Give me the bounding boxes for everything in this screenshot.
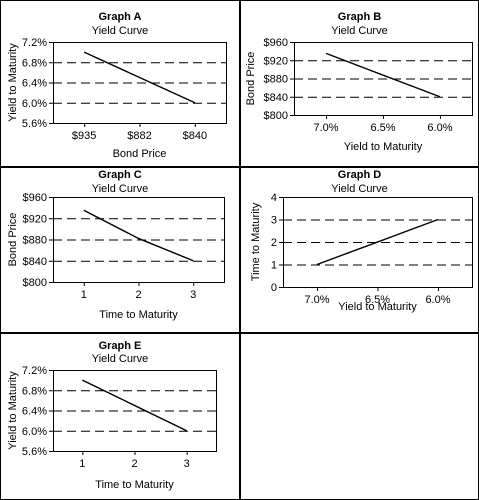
x-tick-label: $882 [127, 130, 151, 142]
x-tick-label: 1 [79, 458, 85, 470]
graph-title: Graph D [338, 169, 381, 181]
yield-curve-line [316, 218, 439, 266]
yield-curve-line [83, 209, 194, 262]
x-axis-label: Yield to Maturity [344, 141, 423, 153]
y-tick-label: 6.8% [22, 385, 47, 397]
y-tick-label: 0 [271, 282, 277, 294]
panel-frame-1 [0, 0, 240, 167]
y-axis-label: Bond Price [245, 52, 257, 106]
x-tick-label: 6.5% [365, 294, 390, 306]
y-tick-label: $880 [23, 235, 47, 247]
y-tick-label: $960 [23, 192, 47, 204]
y-axis-label: Bond Price [7, 213, 19, 267]
y-tick-label: $920 [264, 55, 288, 67]
y-tick-label: $800 [23, 277, 47, 289]
x-tick-label: 7.0% [314, 122, 339, 134]
y-tick-label: 6.4% [22, 78, 47, 90]
y-tick-label: 5.6% [22, 118, 47, 130]
graph-subtitle: Yield Curve [331, 25, 387, 37]
y-axis-label: Time to Maturity [250, 202, 262, 281]
yield-curve-line [82, 379, 187, 432]
graph-title: Graph C [98, 169, 141, 181]
yield-curve-line [325, 52, 441, 98]
y-tick-label: 7.2% [22, 37, 47, 49]
x-tick-label: 6.0% [425, 294, 450, 306]
graph-title: Graph B [338, 11, 381, 23]
x-tick-label: 2 [131, 458, 137, 470]
y-tick-label: 6.4% [22, 406, 47, 418]
y-tick-label: 1 [271, 260, 277, 272]
x-tick-label: 1 [81, 289, 87, 301]
graph-title: Graph A [99, 11, 142, 23]
x-tick-label: $840 [183, 130, 207, 142]
y-tick-label: 4 [271, 192, 277, 204]
y-tick-label: $800 [264, 110, 288, 122]
x-tick-label: 3 [190, 289, 196, 301]
y-tick-label: 3 [271, 215, 277, 227]
plot-area [53, 370, 217, 452]
y-tick-label: $840 [264, 92, 288, 104]
graph-d: Graph D Yield Curve 4 3 2 1 0 7.0% 6.5% 6.0% Yield… [250, 169, 473, 313]
y-tick-label: $920 [23, 213, 47, 225]
y-tick-label: $840 [23, 256, 47, 268]
x-tick-label: 7.0% [304, 294, 329, 306]
graph-subtitle: Yield Curve [92, 353, 148, 365]
y-tick-label: 7.2% [22, 365, 47, 377]
x-tick-label: 2 [135, 289, 141, 301]
y-tick-label: 2 [271, 237, 277, 249]
graph-c: Graph C Yield Curve $960 $920 $880 $840 $800 1 2… [7, 169, 225, 321]
graph-subtitle: Yield Curve [331, 183, 387, 195]
x-axis-label: Yield to Maturity [338, 301, 417, 313]
panel-frame-3 [0, 167, 240, 333]
y-tick-label: 6.8% [22, 57, 47, 69]
y-tick-label: 6.0% [22, 426, 47, 438]
graph-a: Graph A Yield Curve 7.2% 6.8% 6.4% 6.0% 5.6% $9… [7, 11, 227, 160]
x-tick-label: $935 [72, 130, 96, 142]
panel-frame-6 [240, 333, 479, 500]
yield-curve-line [83, 51, 196, 104]
graph-b: Graph B Yield Curve $960 $920 $880 $840 $800 7.… [245, 11, 473, 153]
x-axis-label: Time to Maturity [99, 309, 178, 321]
x-tick-label: 6.0% [427, 122, 452, 134]
y-tick-label: $880 [264, 74, 288, 86]
x-tick-label: 6.5% [370, 122, 395, 134]
x-axis-label: Time to Maturity [95, 479, 174, 491]
x-tick-label: 3 [184, 458, 190, 470]
x-axis-label: Bond Price [113, 148, 167, 160]
y-axis-label: Yield to Maturity [7, 43, 19, 122]
y-axis-label: Yield to Maturity [7, 371, 19, 450]
graph-subtitle: Yield Curve [92, 183, 148, 195]
y-tick-label: 5.6% [22, 446, 47, 458]
y-tick-label: 6.0% [22, 98, 47, 110]
graph-title: Graph E [99, 340, 142, 352]
y-tick-label: $960 [264, 37, 288, 49]
graph-subtitle: Yield Curve [92, 25, 148, 37]
